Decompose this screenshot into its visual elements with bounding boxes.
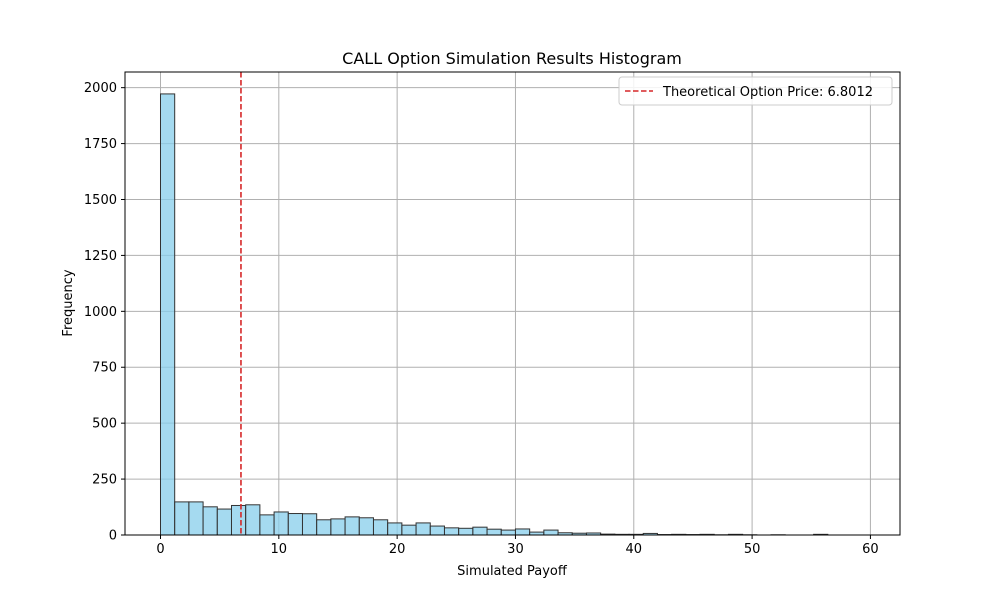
histogram-bar bbox=[344, 516, 360, 536]
x-tick-label: 10 bbox=[271, 542, 288, 557]
x-tick-label: 50 bbox=[744, 542, 761, 557]
plot-frame bbox=[124, 71, 901, 536]
x-axis-label: Simulated Payoff bbox=[457, 564, 568, 579]
histogram-bar bbox=[159, 93, 176, 536]
histogram-bar bbox=[287, 513, 303, 536]
histogram-bar bbox=[316, 519, 332, 536]
y-tick-label: 1750 bbox=[84, 137, 117, 152]
histogram-bar bbox=[543, 529, 559, 536]
y-tick-label: 750 bbox=[92, 361, 117, 376]
y-axis-label: Frequency bbox=[61, 269, 76, 336]
histogram-bar bbox=[245, 504, 261, 536]
y-tick-label: 1250 bbox=[84, 249, 117, 264]
histogram-bar bbox=[273, 511, 289, 536]
y-tick-label: 1000 bbox=[84, 305, 117, 320]
histogram-bar bbox=[500, 529, 516, 536]
y-axis-ticks: 0 250 500 750 1000 1250 1500 1750 2000 bbox=[84, 81, 125, 544]
y-tick-label: 0 bbox=[109, 529, 117, 544]
x-tick-label: 0 bbox=[156, 542, 164, 557]
histogram-bar bbox=[458, 527, 474, 536]
chart-title: CALL Option Simulation Results Histogram bbox=[342, 49, 682, 68]
histogram-bar bbox=[372, 519, 389, 536]
histogram-bar bbox=[330, 518, 346, 536]
x-tick-label: 60 bbox=[862, 542, 879, 557]
x-tick-label: 20 bbox=[389, 542, 406, 557]
x-tick-label: 40 bbox=[626, 542, 643, 557]
histogram-bar bbox=[202, 506, 218, 536]
histogram-bar bbox=[401, 524, 417, 536]
legend: Theoretical Option Price: 6.8012 bbox=[618, 76, 893, 106]
histogram-bar bbox=[188, 501, 204, 536]
histogram-bar bbox=[443, 527, 460, 536]
y-tick-label: 1500 bbox=[84, 193, 117, 208]
histogram-bar bbox=[387, 522, 403, 536]
histogram-bar bbox=[472, 526, 488, 536]
histogram-bar bbox=[415, 522, 431, 536]
histogram-bar bbox=[486, 528, 502, 536]
x-axis-ticks: 0 10 20 30 40 50 60 bbox=[156, 535, 879, 557]
histogram-bar bbox=[174, 501, 190, 536]
histogram-bar bbox=[514, 528, 531, 536]
y-tick-label: 2000 bbox=[84, 81, 117, 96]
histogram-bar bbox=[259, 514, 275, 536]
y-tick-label: 500 bbox=[92, 417, 117, 432]
histogram-bar bbox=[216, 508, 232, 536]
histogram-bar bbox=[429, 525, 445, 536]
legend-label: Theoretical Option Price: 6.8012 bbox=[662, 85, 873, 100]
histogram-bar bbox=[301, 513, 318, 536]
legend-box bbox=[618, 76, 893, 106]
y-tick-label: 250 bbox=[92, 473, 117, 488]
histogram-bar bbox=[358, 517, 374, 536]
histogram-bar bbox=[230, 504, 247, 536]
x-tick-label: 30 bbox=[507, 542, 524, 557]
